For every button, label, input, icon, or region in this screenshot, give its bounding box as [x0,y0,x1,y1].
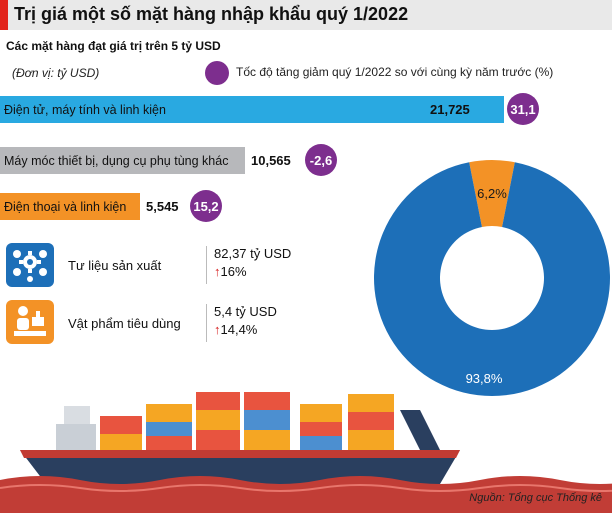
page-title: Trị giá một số mặt hàng nhập khẩu quý 1/… [14,4,409,24]
title-accent [0,0,8,30]
group-divider [206,304,207,342]
containers [56,392,394,450]
group-change: ↑16% [214,264,247,279]
arrow-up-icon: ↑ [214,322,221,337]
bar-growth-bubble: -2,6 [305,144,337,176]
bar-category-label: Điện tử, máy tính và linh kiện [4,102,166,117]
donut-slice [469,160,515,227]
consumer-goods-icon [6,300,54,344]
group-change: ↑14,4% [214,322,257,337]
ship-bow-crane [400,410,440,450]
bar: Máy móc thiết bị, dụng cụ phụ tùng khác [0,147,245,174]
ship-stripe [20,450,460,458]
unit-note: (Đơn vị: tỷ USD) [12,66,100,80]
title-bar: Trị giá một số mặt hàng nhập khẩu quý 1/… [0,0,612,30]
bar-growth-bubble: 15,2 [190,190,222,222]
bar-value-label: 5,545 [146,199,179,214]
chart-subtitle: Các mặt hàng đạt giá trị trên 5 tỷ USD [6,39,221,53]
bar-value-label: 21,725 [430,102,470,117]
group-value: 5,4 tỷ USD [214,304,277,319]
bar: Điện tử, máy tính và linh kiện [0,96,504,123]
ship-hull [20,450,460,484]
group-change-value: 14,4% [220,322,258,337]
legend-dot [205,61,229,85]
cargo-ship-illustration [0,392,612,513]
bar: Điện thoại và linh kiện [0,193,140,220]
sea-waves [0,476,612,513]
source-note: Nguồn: Tổng cục Thống kê [469,492,602,504]
group-change-value: 16% [220,264,247,279]
arrow-up-icon: ↑ [214,264,221,279]
bar-value-label: 10,565 [251,153,291,168]
donut-slice-label: 6,2% [477,186,507,201]
donut-slice-label: 93,8% [466,371,503,386]
group-value: 82,37 tỷ USD [214,246,292,261]
donut-chart: 6,2% 93,8% [374,160,610,396]
bar-category-label: Điện thoại và linh kiện [4,199,127,214]
group-name: Vật phẩm tiêu dùng [68,316,181,331]
wave-highlight [0,484,612,492]
bar-category-label: Máy móc thiết bị, dụng cụ phụ tùng khác [4,153,229,168]
group-divider [206,246,207,284]
group-name: Tư liệu sản xuất [68,258,162,273]
donut-slice [374,162,610,396]
legend-label: Tốc độ tăng giảm quý 1/2022 so với cùng … [236,65,554,79]
bar-growth-bubble: 31,1 [507,93,539,125]
gear-cluster-icon [6,243,54,287]
